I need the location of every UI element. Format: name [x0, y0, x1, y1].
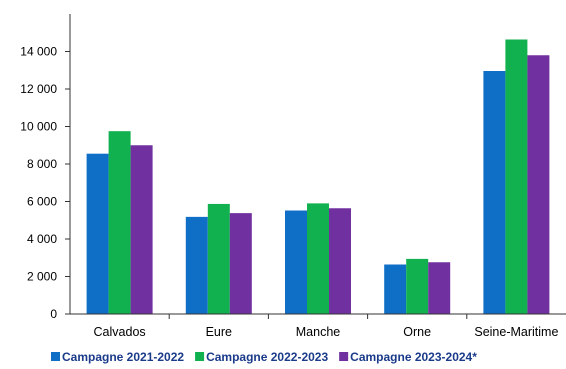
bar-orne-series-2 — [406, 258, 429, 314]
bar-seine-maritime-series-2 — [505, 39, 528, 314]
y-tick-label: 12 000 — [20, 82, 57, 96]
bar-manche-series-2 — [307, 203, 329, 314]
legend: Campagne 2021-2022 Campagne 2022-2023 Camp… — [51, 350, 477, 364]
bar-manche-series-1 — [285, 210, 307, 314]
bar-orne-series-1 — [384, 264, 407, 314]
bar-calvados-series-2 — [108, 131, 131, 314]
legend-label-3: Campagne 2023-2024* — [350, 350, 477, 364]
bars — [86, 39, 550, 314]
bar-eure-series-3 — [229, 213, 252, 314]
x-axis: Calvados Eure Manche Orne Seine-Maritime — [70, 313, 566, 339]
y-tick-label: 0 — [50, 307, 57, 321]
y-tick-label: 4 000 — [27, 232, 57, 246]
bar-eure-series-1 — [185, 216, 208, 314]
legend-label-1: Campagne 2021-2022 — [62, 350, 184, 364]
legend-swatch-1 — [51, 352, 60, 361]
bar-calvados-series-1 — [86, 153, 109, 314]
y-axis: 0 2 000 4 000 6 000 8 000 10 000 12 000 14 000 — [20, 14, 71, 321]
bar-seine-maritime-series-1 — [483, 71, 506, 314]
y-tick-label: 8 000 — [27, 157, 57, 171]
bar-manche-series-3 — [329, 208, 351, 314]
x-tick-label: Manche — [296, 325, 341, 339]
legend-label-2: Campagne 2022-2023 — [206, 350, 328, 364]
y-tick-label: 2 000 — [27, 270, 57, 284]
x-tick-label: Calvados — [94, 325, 146, 339]
x-tick-label: Orne — [403, 325, 431, 339]
legend-swatch-2 — [195, 352, 205, 361]
x-tick-label: Seine-Maritime — [474, 325, 558, 339]
bar-eure-series-2 — [207, 203, 230, 314]
legend-swatch-3 — [339, 352, 349, 361]
bar-orne-series-3 — [428, 262, 451, 314]
bar-seine-maritime-series-3 — [527, 55, 550, 314]
y-tick-label: 6 000 — [27, 195, 57, 209]
x-tick-label: Eure — [206, 325, 232, 339]
y-tick-label: 10 000 — [20, 120, 57, 134]
y-tick-label: 14 000 — [20, 45, 57, 59]
bar-calvados-series-3 — [130, 145, 153, 314]
